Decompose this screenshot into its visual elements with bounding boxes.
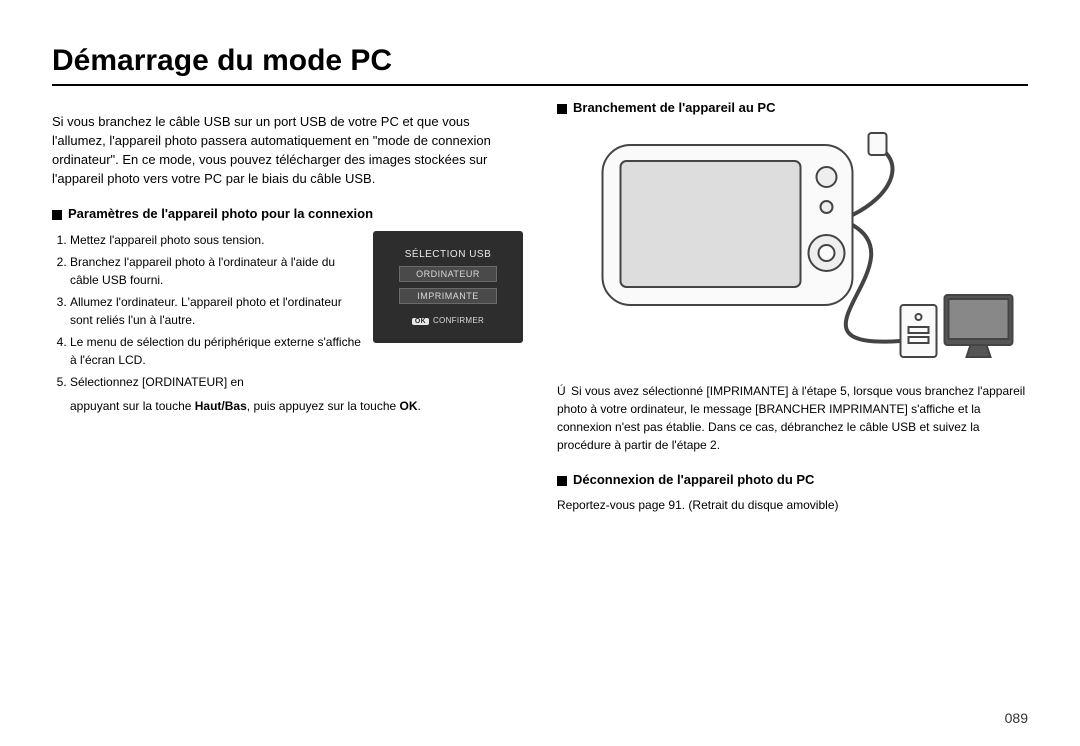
step-1: Mettez l'appareil photo sous tension. [70, 231, 363, 249]
step-4: Le menu de sélection du périphérique ext… [70, 333, 363, 369]
lcd-screenshot: SÉLECTION USB ORDINATEUR IMPRIMANTE OK CO… [373, 231, 523, 343]
lcd-confirm-text: CONFIRMER [433, 316, 484, 325]
left-subheading-text: Paramètres de l'appareil photo pour la c… [68, 206, 373, 221]
lcd-ok-badge: OK [412, 318, 429, 325]
square-bullet-icon [557, 476, 567, 486]
lcd-option-ordinateur: ORDINATEUR [399, 266, 497, 282]
step-3: Allumez l'ordinateur. L'appareil photo e… [70, 293, 363, 329]
square-bullet-icon [557, 104, 567, 114]
step-5-continuation: appuyant sur la touche Haut/Bas, puis ap… [70, 397, 523, 415]
left-column: Si vous branchez le câble USB sur un por… [52, 100, 523, 526]
square-bullet-icon [52, 210, 62, 220]
steps-list: Mettez l'appareil photo sous tension. Br… [52, 231, 363, 391]
lcd-option-imprimante: IMPRIMANTE [399, 288, 497, 304]
left-subheading: Paramètres de l'appareil photo pour la c… [52, 206, 523, 221]
right-subheading-2: Déconnexion de l'appareil photo du PC [557, 472, 1028, 487]
connection-diagram [557, 125, 1028, 365]
two-column-layout: Si vous branchez le câble USB sur un por… [52, 100, 1028, 526]
printer-note: ÚSi vous avez sélectionné [IMPRIMANTE] à… [557, 382, 1028, 454]
lcd-title: SÉLECTION USB [405, 249, 492, 260]
note-star-icon: Ú [557, 382, 571, 400]
step-5: Sélectionnez [ORDINATEUR] en [70, 373, 363, 391]
intro-text: Si vous branchez le câble USB sur un por… [52, 113, 523, 188]
page-title: Démarrage du mode PC [52, 44, 1028, 78]
disconnect-text: Reportez-vous page 91. (Retrait du disqu… [557, 497, 1028, 514]
right-column: Branchement de l'appareil au PC [557, 100, 1028, 526]
title-rule [52, 84, 1028, 86]
lcd-confirm-row: OK CONFIRMER [412, 316, 484, 325]
note-text: Si vous avez sélectionné [IMPRIMANTE] à … [557, 384, 1025, 452]
right-subheading-2-text: Déconnexion de l'appareil photo du PC [573, 472, 814, 487]
right-subheading-1-text: Branchement de l'appareil au PC [573, 100, 775, 115]
page-number: 089 [1005, 710, 1028, 726]
right-subheading-1: Branchement de l'appareil au PC [557, 100, 1028, 115]
step-2: Branchez l'appareil photo à l'ordinateur… [70, 253, 363, 289]
